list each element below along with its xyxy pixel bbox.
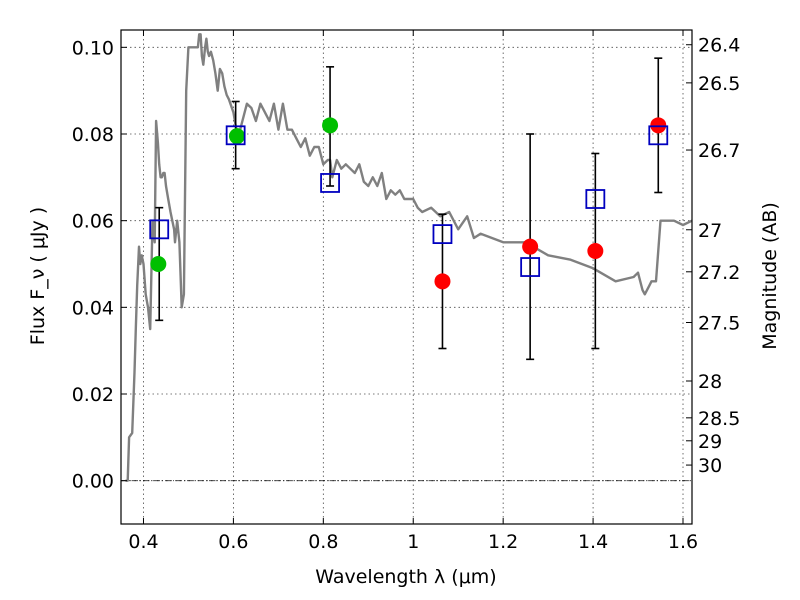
y-tick-label: 0.04 (72, 297, 114, 319)
red-data-point (587, 243, 604, 259)
y-tick-label: 0.06 (72, 211, 114, 233)
y-tick-label: 0.00 (72, 471, 114, 493)
x-tick-label: 1 (407, 531, 419, 553)
y2-tick-label: 26.5 (698, 73, 740, 95)
tick-layer: 0.4 0.6 0.8 1 1.2 1.4 1.6 0.00 0.02 0.04 0.06 0.08 0… (72, 30, 740, 553)
y2-tick-label: 27.5 (698, 313, 740, 335)
y-tick-label: 0.08 (72, 124, 114, 146)
x-tick-label: 1.2 (488, 531, 518, 553)
x-tick-label: 0.8 (308, 531, 338, 553)
y2-tick-label: 27.2 (698, 262, 740, 284)
y-axis-label: Flux F_ν ( μJy ) (27, 207, 49, 345)
blue-square-point (225, 125, 246, 146)
x-tick-label: 0.4 (128, 531, 158, 553)
model-sed-line (125, 33, 693, 482)
blue-square-point (149, 219, 170, 240)
series-layer (125, 33, 693, 482)
y2-tick-label: 26.4 (698, 35, 740, 57)
y2-tick-label: 28 (698, 371, 722, 393)
y2-tick-label: 26.7 (698, 140, 740, 162)
x-axis-label: Wavelength λ (μm) (315, 566, 496, 588)
y2-tick-label: 29 (698, 431, 722, 453)
blue-square-point (585, 189, 606, 209)
y2-tick-label: 27 (698, 220, 722, 242)
y2-tick-label: 28.5 (698, 408, 740, 430)
y-tick-label: 0.10 (72, 37, 114, 59)
red-data-point (650, 117, 667, 134)
green-data-point (322, 117, 339, 134)
y-tick-label: 0.02 (72, 384, 114, 406)
blue-square-point (320, 173, 340, 193)
x-tick-label: 1.4 (578, 531, 608, 553)
red-data-point (434, 273, 451, 290)
y2-tick-label: 30 (698, 455, 722, 477)
blue-square-point (520, 257, 541, 277)
red-data-point (522, 238, 539, 255)
x-tick-label: 0.6 (218, 531, 248, 553)
y2-axis-label: Magnitude (AB) (759, 202, 781, 350)
green-data-point (150, 256, 167, 272)
x-tick-label: 1.6 (668, 531, 698, 553)
blue-square-point (648, 125, 669, 146)
plot-frame (120, 29, 693, 525)
blue-square-point (432, 224, 453, 245)
green-data-point (228, 128, 245, 145)
